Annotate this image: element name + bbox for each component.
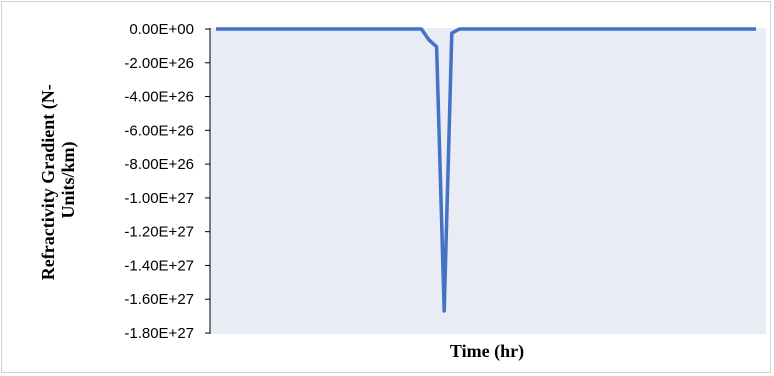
- y-tick-label: -1.60E+27: [124, 291, 194, 308]
- y-axis-title: Refractivity Gradient (N- Units/km): [38, 80, 79, 280]
- y-axis-title-line-1: Refractivity Gradient (N-: [38, 84, 59, 280]
- y-tick-label: -4.00E+26: [124, 89, 194, 106]
- y-tick-label: -2.00E+26: [124, 55, 194, 72]
- plot-area: [210, 28, 766, 334]
- x-axis-title: Time (hr): [450, 341, 524, 362]
- y-axis-ticks: 0.00E+00 -2.00E+26 -4.00E+26 -6.00E+26 -8.00…: [124, 21, 210, 342]
- y-tick-label: -8.00E+26: [124, 156, 194, 173]
- y-tick-label: -1.80E+27: [124, 325, 194, 342]
- y-axis-title-line-2: Units/km): [58, 141, 79, 218]
- y-tick-label: -6.00E+26: [124, 122, 194, 139]
- y-tick-label: -1.40E+27: [124, 257, 194, 274]
- y-tick-label: 0.00E+00: [129, 21, 194, 38]
- y-tick-label: -1.20E+27: [124, 224, 194, 241]
- y-tick-label: -1.00E+27: [124, 190, 194, 207]
- series-line: [216, 27, 756, 313]
